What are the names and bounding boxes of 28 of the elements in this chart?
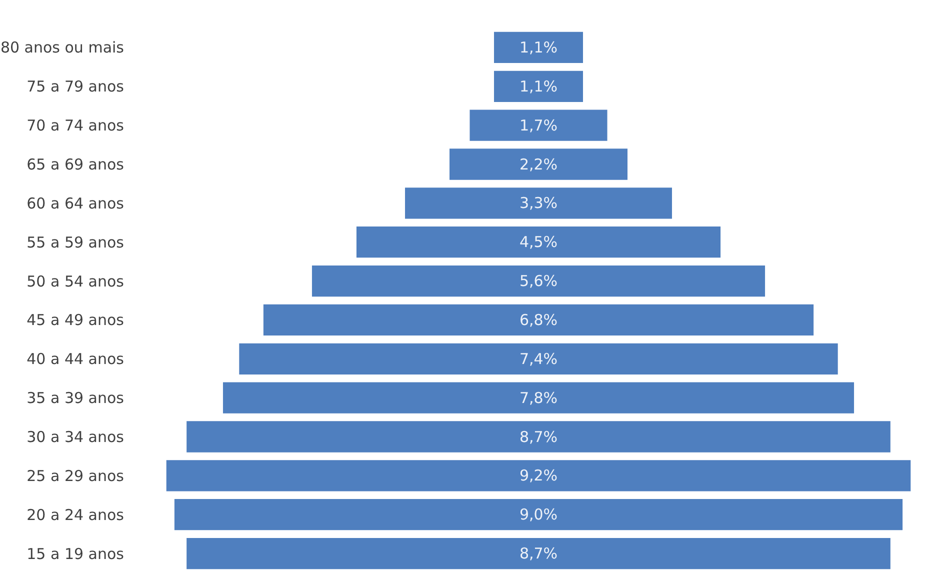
data-label: 5,6% xyxy=(519,272,558,290)
data-label: 1,7% xyxy=(519,116,558,134)
category-label: 30 a 34 anos xyxy=(26,428,124,446)
category-label: 45 a 49 anos xyxy=(26,311,124,330)
category-label: 35 a 39 anos xyxy=(26,389,124,408)
data-label: 1,1% xyxy=(519,38,558,56)
category-label: 75 a 79 anos xyxy=(26,78,124,96)
data-label: 8,7% xyxy=(519,544,558,563)
data-label: 9,0% xyxy=(519,506,558,524)
category-label: 25 a 29 anos xyxy=(26,466,124,485)
category-label: 60 a 64 anos xyxy=(26,194,124,212)
data-label: 4,5% xyxy=(519,233,558,252)
category-label: 55 a 59 anos xyxy=(26,233,124,252)
category-label: 20 a 24 anos xyxy=(26,506,124,524)
data-label: 2,2% xyxy=(519,155,558,174)
category-label: 80 anos ou mais xyxy=(0,38,124,57)
data-label: 3,3% xyxy=(519,194,558,212)
data-label: 8,7% xyxy=(519,428,558,446)
data-label: 1,1% xyxy=(519,77,558,96)
data-label: 7,4% xyxy=(519,350,558,368)
category-label: 50 a 54 anos xyxy=(26,272,124,290)
data-label: 7,8% xyxy=(519,388,558,407)
category-label: 40 a 44 anos xyxy=(26,350,124,368)
data-label: 6,8% xyxy=(519,310,558,329)
category-label: 15 a 19 anos xyxy=(26,544,124,563)
data-label: 9,2% xyxy=(519,466,558,485)
category-label: 70 a 74 anos xyxy=(26,116,124,135)
category-label: 65 a 69 anos xyxy=(26,156,124,174)
